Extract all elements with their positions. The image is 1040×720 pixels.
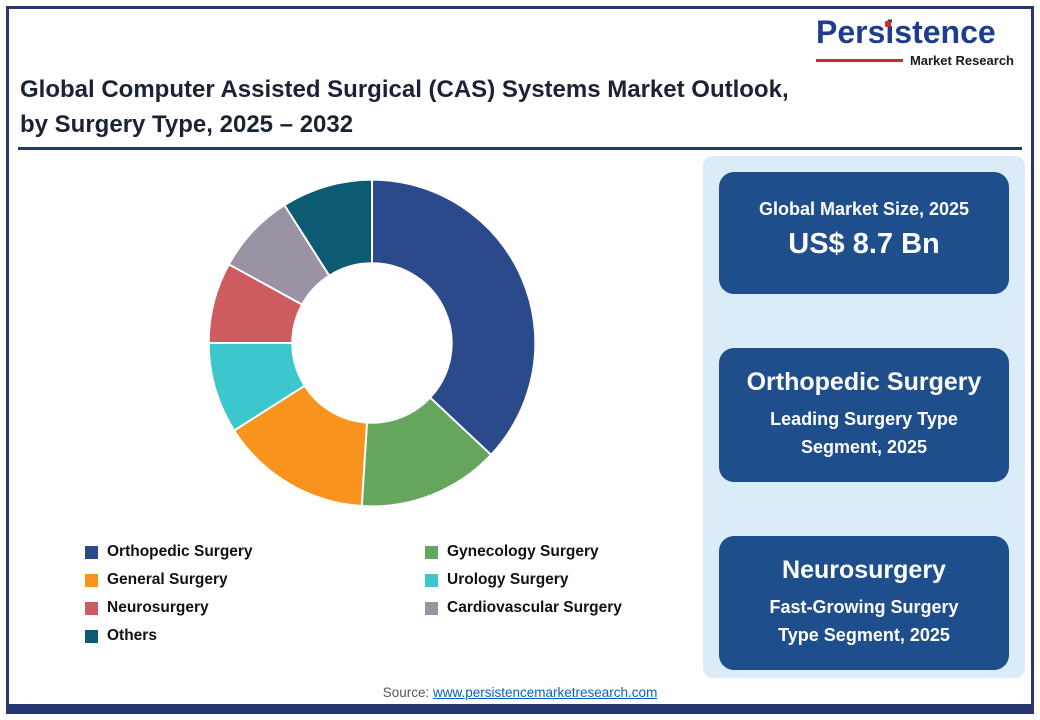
card-heading: Neurosurgery	[782, 556, 946, 584]
legend-item: Urology Surgery	[425, 571, 622, 589]
legend-swatch	[425, 573, 438, 587]
card-heading: Global Market Size, 2025	[758, 199, 970, 219]
legend-label: Orthopedic Surgery	[107, 543, 253, 560]
legend-swatch	[85, 629, 98, 643]
sidebar-panel: Global Market Size, 2025 US$ 8.7 Bn Orth…	[703, 156, 1025, 678]
legend-swatch	[85, 573, 98, 587]
card-value: US$ 8.7 Bn	[788, 228, 940, 260]
logo-red-bar	[816, 58, 903, 62]
donut-chart	[207, 178, 537, 508]
legend-item: Gynecology Surgery	[425, 543, 622, 561]
legend-item: Others	[85, 627, 425, 645]
source-label: Source:	[382, 685, 430, 700]
legend-item: Neurosurgery	[85, 599, 425, 617]
title-rule	[18, 147, 1022, 150]
legend-item: Orthopedic Surgery	[85, 543, 425, 561]
market-size-card: Global Market Size, 2025 US$ 8.7 Bn	[719, 172, 1009, 294]
legend-label: Others	[107, 627, 157, 644]
donut-slice-6	[283, 178, 373, 278]
legend-item: General Surgery	[85, 571, 425, 589]
source-link[interactable]: www.persistencemarketresearch.com	[432, 685, 658, 700]
legend-swatch	[425, 601, 438, 615]
legend-label: Urology Surgery	[447, 571, 569, 588]
legend-label: Neurosurgery	[107, 599, 209, 616]
title-line-2: by Surgery Type, 2025 – 2032	[20, 111, 354, 138]
leading-segment-card: Orthopedic Surgery Leading Surgery Type …	[719, 348, 1009, 482]
logo-subtext: Market Research	[909, 52, 1014, 68]
legend-item: Cardiovascular Surgery	[425, 599, 622, 617]
legend-swatch	[425, 545, 438, 559]
legend: Orthopedic Surgery Gynecology Surgery Ge…	[85, 543, 622, 645]
card-heading: Orthopedic Surgery	[746, 368, 982, 396]
footer-source: Source: www.persistencemarketresearch.co…	[0, 685, 1040, 700]
logo-i-dot	[885, 21, 891, 27]
title-line-1: Global Computer Assisted Surgical (CAS) …	[20, 76, 789, 103]
legend-swatch	[85, 545, 98, 559]
donut-slice-0	[371, 178, 537, 457]
logo-brand: Persistence	[816, 14, 996, 50]
card-subtext: Leading Surgery Type Segment, 2025	[770, 409, 958, 457]
legend-label: Cardiovascular Surgery	[447, 599, 622, 616]
logo-underline-row: Market Research	[816, 53, 1014, 68]
fast-growing-segment-card: Neurosurgery Fast-Growing Surgery Type S…	[719, 536, 1009, 670]
legend-swatch	[85, 601, 98, 615]
logo: Persistence Market Research	[816, 14, 1014, 68]
legend-label: Gynecology Surgery	[447, 543, 599, 560]
card-subtext: Fast-Growing Surgery Type Segment, 2025	[769, 597, 959, 645]
page-title: Global Computer Assisted Surgical (CAS) …	[20, 72, 980, 142]
legend-label: General Surgery	[107, 571, 228, 588]
bottom-bar	[6, 704, 1034, 714]
